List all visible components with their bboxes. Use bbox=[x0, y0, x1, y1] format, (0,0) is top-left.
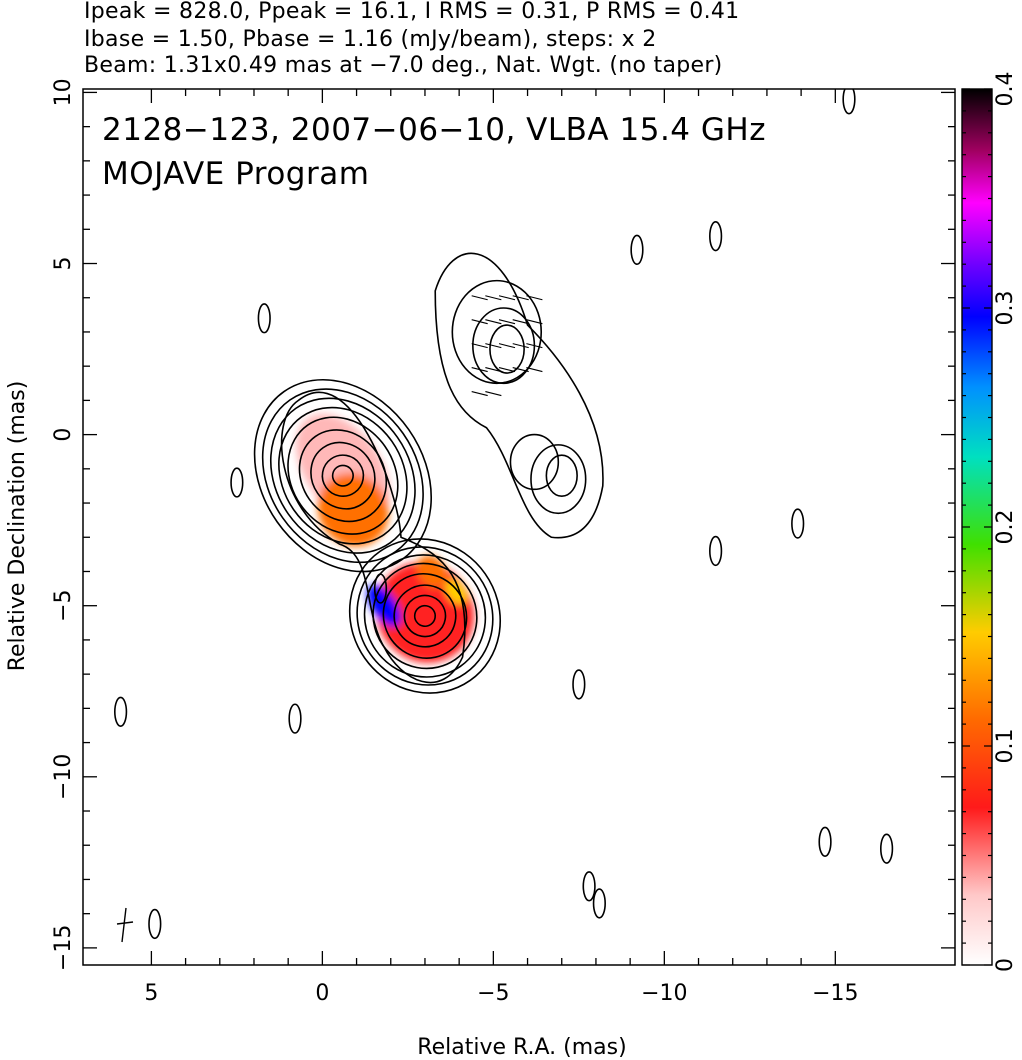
core-contour-0-1 bbox=[321, 454, 365, 497]
pol-vector-7 bbox=[498, 319, 516, 325]
colorbar-ticks bbox=[962, 88, 992, 966]
core-contour-0-6 bbox=[269, 397, 416, 554]
x-axis-label: Relative R.A. (mas) bbox=[417, 1035, 626, 1060]
core-contour-1-6 bbox=[356, 546, 494, 686]
core-envelope-contour bbox=[280, 391, 466, 684]
pol-vector-10 bbox=[471, 343, 488, 349]
chart-subtitle: MOJAVE Program bbox=[102, 156, 369, 192]
core-contour-1-2 bbox=[393, 584, 457, 648]
core-contour-1-0 bbox=[413, 604, 437, 628]
pol-vector-21 bbox=[485, 391, 502, 397]
core-contour-0-4 bbox=[287, 416, 399, 535]
jet-knot-contour-0 bbox=[451, 279, 543, 385]
jet-knot-contour-2 bbox=[489, 324, 525, 374]
pol-vector-14 bbox=[526, 343, 543, 349]
core-contour-0-0 bbox=[331, 464, 354, 487]
x-tick-label: 5 bbox=[144, 981, 158, 1006]
contour-layer bbox=[114, 89, 894, 940]
plot-frame bbox=[82, 88, 956, 966]
polarization-patch-1 bbox=[317, 473, 389, 547]
y-tick-label: 0 bbox=[51, 428, 76, 442]
header-line-1: Ipeak = 828.0, Ppeak = 16.1, I RMS = 0.3… bbox=[84, 0, 740, 24]
pol-vector-17 bbox=[498, 367, 516, 373]
noise-contour-12 bbox=[582, 871, 596, 902]
pol-vector-0 bbox=[471, 295, 488, 301]
noise-contour-0 bbox=[114, 696, 128, 727]
noise-contour-5 bbox=[709, 220, 723, 252]
colorbar-tick-label: 0.1 bbox=[993, 729, 1018, 764]
pol-vector-2 bbox=[498, 295, 516, 301]
header-line-2: Ibase = 1.50, Pbase = 1.16 (mJy/beam), s… bbox=[84, 27, 657, 52]
axis-ticks bbox=[83, 89, 955, 965]
chart-title: 2128−123, 2007−06−10, VLBA 15.4 GHz bbox=[102, 112, 766, 148]
noise-contour-3 bbox=[288, 703, 302, 734]
pol-vector-3 bbox=[512, 295, 529, 301]
noise-contour-15 bbox=[257, 303, 271, 334]
x-tick-label: −10 bbox=[641, 981, 687, 1006]
pol-vector-12 bbox=[498, 343, 516, 349]
colorbar-tick-label: 0.2 bbox=[993, 510, 1018, 545]
colorbar-tick-label: 0.3 bbox=[993, 291, 1018, 326]
pol-vector-18 bbox=[512, 367, 529, 373]
noise-contour-1 bbox=[148, 908, 162, 940]
y-tick-label: 10 bbox=[51, 78, 76, 106]
jet-knot-contour-4 bbox=[530, 444, 587, 515]
core-contour-1-3 bbox=[382, 572, 468, 659]
x-tick-label: −15 bbox=[812, 981, 858, 1006]
pol-vector-19 bbox=[526, 367, 543, 373]
noise-contour-10 bbox=[879, 833, 894, 864]
noise-contour-14 bbox=[373, 573, 388, 604]
core-contour-1-7 bbox=[348, 538, 502, 694]
noise-contour-8 bbox=[791, 508, 805, 539]
noise-contour-11 bbox=[842, 89, 856, 115]
pol-vector-5 bbox=[471, 319, 488, 325]
pol-vector-15 bbox=[471, 367, 488, 373]
x-tick-label: −5 bbox=[477, 981, 509, 1006]
y-tick-label: −15 bbox=[51, 925, 76, 971]
jet-knot-contour-3 bbox=[509, 433, 560, 491]
y-tick-label: −10 bbox=[51, 754, 76, 800]
core-contour-0-2 bbox=[310, 441, 376, 510]
x-tick-label: 0 bbox=[315, 981, 329, 1006]
core-contour-1-1 bbox=[403, 594, 447, 638]
pol-vector-20 bbox=[471, 391, 488, 397]
noise-contour-7 bbox=[572, 669, 586, 700]
colorbar-tick-labels: 0 0.1 0.2 0.3 0.4 bbox=[993, 72, 1018, 973]
noise-contour-2 bbox=[230, 467, 244, 498]
core-contour-0-5 bbox=[278, 406, 408, 545]
noise-contour-6 bbox=[709, 535, 723, 567]
colorbar-tick-label: 0 bbox=[993, 958, 1018, 972]
extended-jet-contour bbox=[434, 252, 604, 539]
beam-marker bbox=[116, 907, 134, 943]
pol-vector-13 bbox=[512, 343, 529, 349]
core-contour-1-5 bbox=[363, 554, 487, 678]
y-axis-label: Relative Declination (mas) bbox=[5, 381, 30, 672]
pol-vector-1 bbox=[485, 295, 502, 301]
pol-vector-9 bbox=[526, 319, 543, 325]
axis-tick-labels: 5 0 −5 −10 −15 −15 −10 −5 0 5 10 bbox=[51, 78, 859, 1006]
pol-vector-4 bbox=[526, 295, 543, 301]
core-contour-0-8 bbox=[253, 378, 433, 573]
y-tick-label: −5 bbox=[51, 589, 76, 621]
pol-vector-11 bbox=[485, 343, 502, 349]
y-tick-label: 5 bbox=[51, 257, 76, 271]
jet-knot-contour-5 bbox=[545, 454, 578, 498]
noise-contour-4 bbox=[630, 234, 644, 266]
pol-vector-8 bbox=[512, 319, 529, 325]
noise-contour-13 bbox=[592, 888, 606, 919]
noise-contour-9 bbox=[818, 826, 832, 857]
pol-vector-16 bbox=[485, 367, 502, 373]
pol-vector-6 bbox=[485, 319, 502, 325]
colorbar-tick-label: 0.4 bbox=[993, 72, 1018, 107]
header-line-3: Beam: 1.31x0.49 mas at −7.0 deg., Nat. W… bbox=[84, 53, 723, 78]
